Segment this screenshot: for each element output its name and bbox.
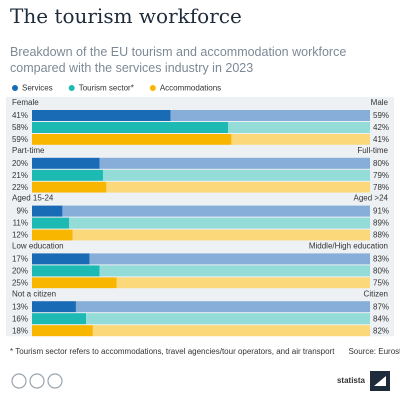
group-left-label: Not a citizen <box>12 289 56 298</box>
value-label-left: 58% <box>12 123 28 132</box>
value-label-left: 12% <box>12 231 28 240</box>
bar-right <box>89 253 371 265</box>
value-label-left: 16% <box>12 314 28 323</box>
value-label-right: 75% <box>373 279 389 288</box>
bar-right <box>99 157 370 169</box>
value-label-left: 22% <box>12 183 28 192</box>
logo-mark-shape <box>374 376 386 386</box>
bar-left <box>32 122 229 133</box>
value-label-right: 87% <box>373 302 389 311</box>
bar-right <box>99 265 370 277</box>
bar-left <box>32 313 87 325</box>
value-label-left: 59% <box>12 135 28 144</box>
bar-right <box>102 169 370 181</box>
group-right-label: Aged >24 <box>354 194 389 203</box>
value-label-right: 89% <box>373 219 389 228</box>
value-label-right: 80% <box>373 267 389 276</box>
legend-label: Accommodations <box>160 84 221 93</box>
group-left-label: Part-time <box>12 146 45 155</box>
group-right-label: Full-time <box>357 146 388 155</box>
bar-left <box>32 277 117 289</box>
value-label-right: 78% <box>373 183 389 192</box>
bar-left <box>32 301 76 313</box>
value-label-left: 20% <box>12 159 28 168</box>
value-label-right: 42% <box>373 123 389 132</box>
value-label-right: 80% <box>373 159 389 168</box>
legend-label: Tourism sector* <box>79 84 134 93</box>
chart-title: The tourism workforce <box>10 4 242 28</box>
footnote: * Tourism sector refers to accommodation… <box>10 347 335 356</box>
value-label-right: 82% <box>373 326 389 335</box>
value-label-left: 9% <box>16 207 28 216</box>
value-label-left: 17% <box>12 255 28 264</box>
brand: statista <box>337 376 366 385</box>
chart-subtitle: Breakdown of the EU tourism and accommod… <box>10 45 347 75</box>
bar-right <box>116 277 370 289</box>
legend-label: Services <box>22 84 53 93</box>
group-left-label: Low education <box>12 242 64 251</box>
value-label-right: 83% <box>373 255 389 264</box>
bar-right <box>92 325 370 337</box>
value-label-right: 84% <box>373 314 389 323</box>
value-label-right: 79% <box>373 171 389 180</box>
group-left-label: Female <box>12 98 39 107</box>
bar-right <box>170 110 370 121</box>
bar-left <box>32 169 103 181</box>
group-right-label: Middle/High education <box>309 242 388 251</box>
bar-left <box>32 134 232 145</box>
bar-right <box>228 122 370 133</box>
bar-left <box>32 110 171 121</box>
bar-right <box>69 217 371 229</box>
value-label-left: 41% <box>12 111 28 120</box>
bar-right <box>75 301 370 313</box>
legend-swatch <box>149 85 156 91</box>
bar-right <box>62 205 371 217</box>
value-label-left: 20% <box>12 267 28 276</box>
bar-left <box>32 217 70 229</box>
bar-left <box>32 265 100 277</box>
bar-left <box>32 181 107 193</box>
value-label-left: 18% <box>12 326 28 335</box>
value-label-left: 25% <box>12 279 28 288</box>
bar-left <box>32 325 93 337</box>
value-label-right: 59% <box>373 111 389 120</box>
value-label-left: 21% <box>12 171 28 180</box>
legend-swatch <box>68 85 75 91</box>
bar-right <box>72 229 370 241</box>
group-right-label: Male <box>371 98 389 107</box>
bar-right <box>231 134 370 145</box>
bar-left <box>32 205 63 217</box>
source: Source: Eurostat <box>348 347 400 356</box>
value-label-right: 88% <box>373 231 389 240</box>
license-icons <box>11 373 63 389</box>
group-right-label: Citizen <box>364 289 388 298</box>
value-label-right: 91% <box>373 207 389 216</box>
bar-left <box>32 157 100 169</box>
bar-left <box>32 229 73 241</box>
legend-swatch <box>12 85 18 91</box>
value-label-left: 11% <box>13 219 28 228</box>
value-label-left: 13% <box>12 302 28 311</box>
bar-right <box>86 313 370 325</box>
bar-left <box>32 253 90 265</box>
bar-right <box>106 181 371 193</box>
value-label-right: 41% <box>373 135 389 144</box>
group-left-label: Aged 15-24 <box>12 194 54 203</box>
